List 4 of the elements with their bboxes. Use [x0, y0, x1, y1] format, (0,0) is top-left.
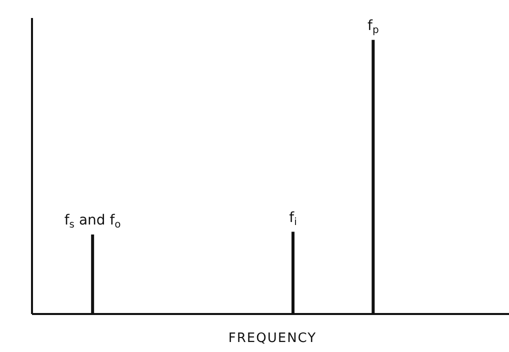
x-tick-label: f$_{s}$ and f$_{o}$ [64, 212, 121, 231]
x-axis-title: FREQUENCY [228, 331, 317, 346]
x-tick-label: f$_{i}$ [289, 210, 297, 228]
x-tick-label: f$_{p}$ [368, 18, 379, 36]
